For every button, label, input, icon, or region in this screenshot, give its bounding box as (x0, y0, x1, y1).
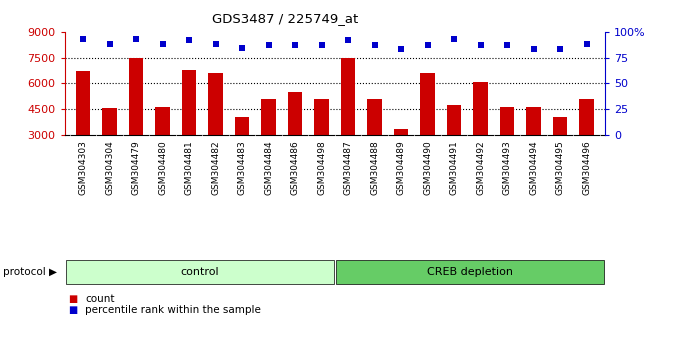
Bar (553, 118, 567, 135)
Text: GSM304489: GSM304489 (396, 141, 406, 195)
Text: GSM304491: GSM304491 (449, 141, 458, 195)
Bar (261, 99, 276, 135)
Point (104, 41, 115, 47)
Point (263, 42, 274, 48)
Point (316, 42, 327, 48)
Text: GSM304496: GSM304496 (582, 141, 591, 195)
Point (78, 36, 88, 42)
Bar (129, 58, 143, 135)
Bar (500, 107, 515, 135)
Bar (103, 108, 117, 135)
Bar (314, 99, 329, 135)
Text: GSM304498: GSM304498 (317, 141, 326, 195)
Text: GSM304484: GSM304484 (264, 141, 273, 195)
Point (210, 41, 221, 47)
Point (449, 36, 460, 42)
Bar (473, 82, 488, 135)
Text: percentile rank within the sample: percentile rank within the sample (85, 305, 261, 315)
Point (237, 45, 248, 51)
Bar (526, 107, 541, 135)
Point (184, 37, 194, 43)
Bar (208, 73, 223, 135)
Bar (447, 104, 462, 135)
Text: GSM304486: GSM304486 (290, 141, 300, 195)
Text: GDS3487 / 225749_at: GDS3487 / 225749_at (212, 12, 359, 25)
Text: GSM304493: GSM304493 (503, 141, 511, 195)
Text: GSM304303: GSM304303 (79, 141, 88, 195)
Point (528, 46, 539, 52)
Bar (394, 129, 409, 135)
Text: GSM304480: GSM304480 (158, 141, 167, 195)
Text: GSM304490: GSM304490 (423, 141, 432, 195)
Bar (579, 99, 594, 135)
Point (343, 37, 354, 43)
Text: GSM304494: GSM304494 (529, 141, 538, 195)
Text: ■: ■ (68, 305, 78, 315)
Point (290, 42, 301, 48)
Point (475, 42, 486, 48)
Text: GSM304492: GSM304492 (476, 141, 485, 195)
Text: control: control (180, 267, 219, 277)
Text: GSM304479: GSM304479 (132, 141, 141, 195)
Text: ■: ■ (68, 294, 78, 304)
Text: GSM304482: GSM304482 (211, 141, 220, 195)
Text: GSM304487: GSM304487 (343, 141, 353, 195)
Bar (235, 118, 250, 135)
Bar (182, 69, 197, 135)
Bar (155, 107, 170, 135)
Bar (341, 58, 356, 135)
Point (555, 46, 566, 52)
Point (581, 41, 592, 47)
Point (502, 42, 513, 48)
Bar (367, 99, 382, 135)
Text: count: count (85, 294, 114, 304)
Point (369, 42, 380, 48)
Text: GSM304481: GSM304481 (185, 141, 194, 195)
Text: CREB depletion: CREB depletion (427, 267, 513, 277)
Bar (76, 71, 90, 135)
Point (131, 36, 141, 42)
Text: GSM304304: GSM304304 (105, 141, 114, 195)
Text: GSM304488: GSM304488 (370, 141, 379, 195)
Text: GSM304495: GSM304495 (556, 141, 564, 195)
Text: protocol ▶: protocol ▶ (3, 267, 57, 277)
Text: GSM304483: GSM304483 (237, 141, 247, 195)
Bar (66, 260, 334, 284)
Point (422, 42, 433, 48)
Point (157, 41, 168, 47)
Bar (288, 92, 303, 135)
Point (396, 46, 407, 52)
Bar (336, 260, 604, 284)
Bar (420, 73, 435, 135)
